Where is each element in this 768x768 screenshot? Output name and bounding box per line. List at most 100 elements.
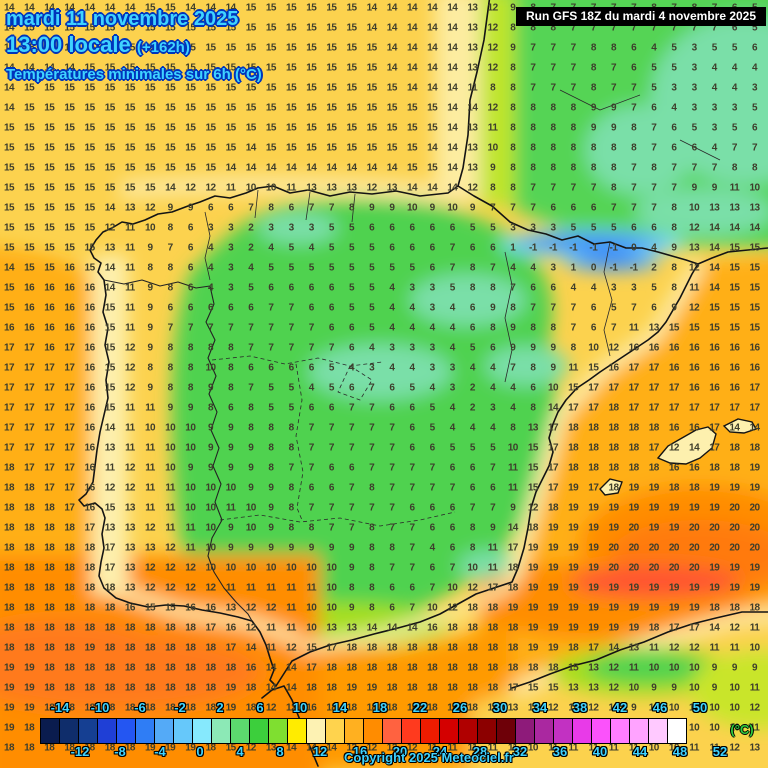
temp-value: 14 (709, 622, 720, 634)
temp-value: 8 (369, 602, 375, 614)
temp-value: 7 (671, 182, 677, 194)
temp-value: 15 (64, 122, 75, 134)
temp-value: 8 (167, 222, 174, 234)
temp-value: 11 (246, 582, 256, 594)
temp-value: 10 (588, 342, 599, 354)
temp-value: 7 (550, 82, 557, 94)
temp-value: 15 (165, 602, 176, 614)
temp-value: 15 (44, 22, 55, 34)
temp-value: 11 (427, 742, 437, 754)
temp-value: 4 (469, 422, 476, 434)
temp-value: 7 (570, 302, 577, 314)
temp-value: 17 (24, 382, 35, 394)
temp-value: 18 (44, 582, 55, 594)
temp-value: 2 (469, 402, 476, 414)
temp-value: 20 (729, 542, 740, 554)
temp-value: 8 (490, 82, 496, 94)
temp-value: 16 (185, 602, 196, 614)
temp-value: 18 (44, 502, 55, 514)
temp-value: 4 (711, 82, 718, 94)
temp-value: 8 (610, 42, 617, 54)
temp-value: 18 (104, 582, 116, 594)
temp-value: 17 (3, 422, 15, 434)
scale-tick-label: 6 (256, 700, 264, 715)
temp-value: 13 (346, 182, 357, 194)
temp-value: 11 (125, 322, 135, 334)
scale-tick-label: 18 (372, 700, 388, 715)
temp-value: 14 (104, 2, 116, 14)
island-mallorca (656, 426, 717, 465)
temp-value: 17 (568, 402, 579, 414)
temp-value: 12 (144, 562, 156, 574)
temp-value: 18 (386, 642, 398, 654)
temp-value: 15 (104, 382, 116, 394)
temp-value: 7 (651, 182, 657, 194)
temp-value: 15 (306, 122, 317, 134)
scale-color-cell (154, 718, 174, 744)
temp-value: 18 (165, 682, 176, 694)
temp-value: 19 (568, 482, 579, 494)
temp-value: 3 (711, 102, 718, 114)
temp-value: 20 (668, 542, 680, 554)
temp-value: 6 (590, 202, 597, 214)
temp-value: 5 (570, 222, 577, 234)
temp-value: 3 (550, 262, 557, 274)
temp-value: 14 (104, 282, 116, 294)
scale-tick-label: -2 (174, 700, 186, 715)
temp-value: 8 (530, 402, 536, 414)
temp-value: 13 (729, 202, 740, 214)
scale-tick-label: -14 (50, 700, 70, 715)
temp-value: 16 (225, 622, 237, 634)
temp-value: 16 (84, 342, 96, 354)
temp-value: 11 (165, 522, 175, 534)
temp-value: 14 (427, 142, 438, 154)
temp-value: 16 (648, 342, 660, 354)
temp-value: 14 (3, 262, 15, 274)
temp-value: 18 (44, 542, 55, 554)
temp-value: 15 (64, 42, 75, 54)
temp-value: 10 (648, 742, 660, 754)
temp-value: 11 (266, 622, 276, 634)
temp-value: 15 (306, 82, 317, 94)
temp-value: 6 (449, 522, 456, 534)
temp-value: 15 (144, 42, 156, 54)
temp-value: 9 (228, 442, 234, 454)
temp-value: 7 (731, 142, 738, 154)
temp-value: 5 (651, 282, 657, 294)
temp-value: 14 (427, 42, 438, 54)
temp-value: 9 (490, 522, 496, 534)
temp-value: 20 (668, 562, 680, 574)
scale-tick-label: 38 (572, 700, 588, 715)
temp-value: 14 (447, 42, 458, 54)
temp-value: 15 (306, 42, 317, 54)
temp-value: 14 (225, 2, 237, 14)
temp-value: 9 (691, 182, 698, 194)
temp-value: 15 (64, 22, 75, 34)
temp-value: 12 (406, 742, 418, 754)
temp-value: 3 (228, 222, 234, 234)
temp-value: 15 (84, 242, 96, 254)
scale-tick-label: 4 (236, 744, 244, 759)
temp-value: 8 (590, 62, 597, 74)
temp-value: 5 (349, 262, 355, 274)
temp-value: 14 (447, 122, 458, 134)
temp-value: 18 (668, 482, 680, 494)
temp-value: 19 (608, 582, 619, 594)
temp-value: 3 (429, 342, 436, 354)
temp-value: 14 (245, 142, 257, 154)
temp-value: 10 (709, 702, 720, 714)
temp-value: 11 (145, 402, 155, 414)
temp-value: 18 (64, 582, 75, 594)
temp-value: 7 (389, 422, 395, 434)
scale-tick-label: 30 (492, 700, 508, 715)
temp-value: 7 (631, 102, 637, 114)
temp-value: 12 (165, 562, 176, 574)
temp-value: 16 (729, 342, 740, 354)
temp-value: 20 (628, 522, 640, 534)
temp-value: 8 (308, 522, 315, 534)
temp-value: 4 (731, 82, 738, 94)
temp-value: 5 (328, 362, 335, 374)
temp-value: 7 (550, 62, 557, 74)
temp-value: 19 (749, 582, 760, 594)
temp-value: 14 (104, 202, 116, 214)
